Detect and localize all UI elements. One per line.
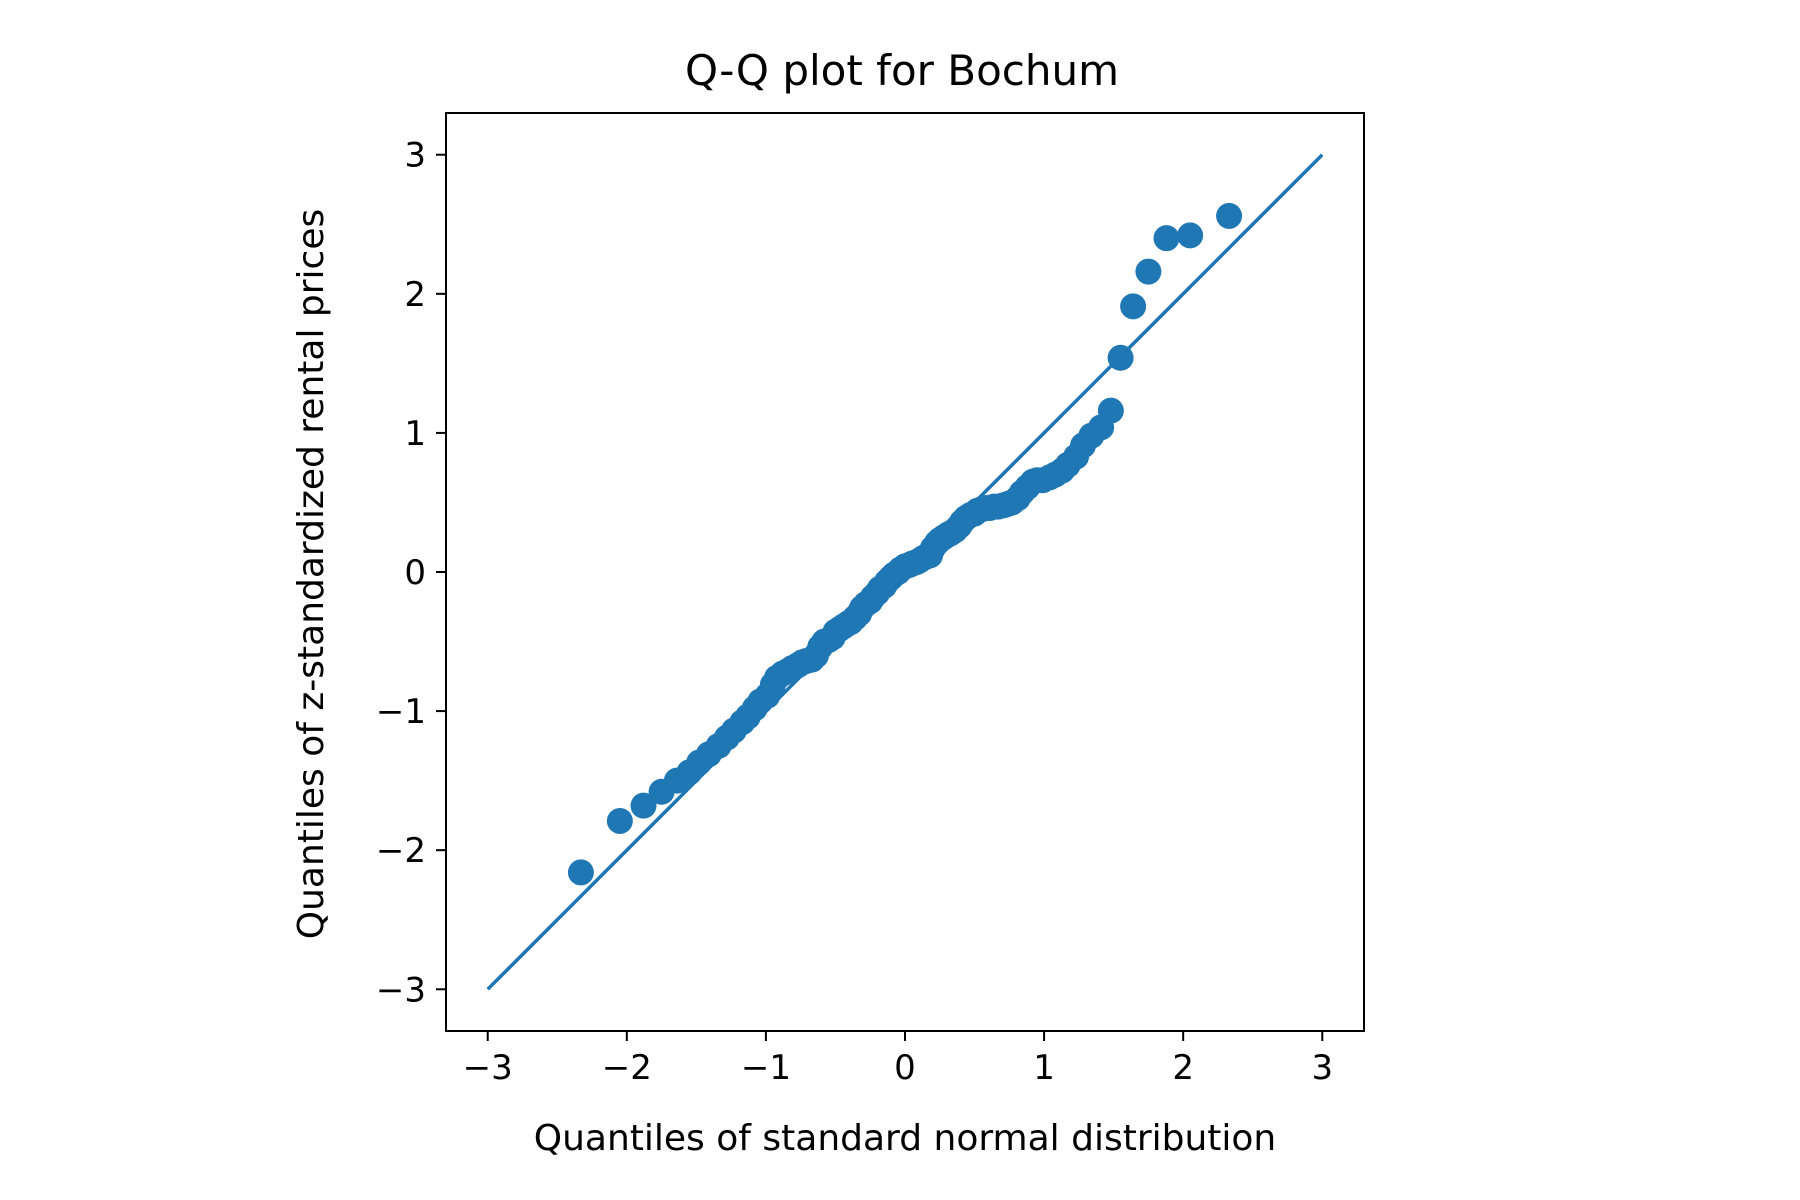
y-axis-label: Quantiles of z-standardized rental price… <box>291 209 332 940</box>
y-tick-label: 2 <box>404 275 426 315</box>
data-point <box>1153 225 1180 252</box>
x-tick-label: 2 <box>1172 1048 1194 1088</box>
y-tick-label: −3 <box>376 970 426 1010</box>
y-axis-ticks: −3 −2 −1 0 1 2 3 <box>376 136 446 1010</box>
x-axis-label: Quantiles of standard normal distributio… <box>534 1118 1277 1159</box>
data-point <box>1107 344 1134 371</box>
x-axis-ticks: −3 −2 −1 0 1 2 3 <box>463 1031 1333 1088</box>
x-tick-label: 0 <box>894 1048 916 1088</box>
data-point <box>1135 258 1162 285</box>
y-tick-label: 3 <box>404 136 426 176</box>
x-tick-label: −3 <box>463 1048 513 1088</box>
y-tick-label: −2 <box>376 831 426 871</box>
data-point <box>1120 293 1147 320</box>
x-tick-label: −2 <box>602 1048 652 1088</box>
x-tick-label: 3 <box>1311 1048 1333 1088</box>
chart-title: Q-Q plot for Bochum <box>685 46 1119 95</box>
x-tick-label: −1 <box>741 1048 791 1088</box>
data-point <box>1216 202 1243 229</box>
data-point <box>630 792 657 819</box>
x-tick-label: 1 <box>1033 1048 1055 1088</box>
y-tick-label: 0 <box>404 553 426 593</box>
data-points <box>567 202 1243 886</box>
data-point <box>567 859 594 886</box>
y-tick-label: 1 <box>404 414 426 454</box>
y-tick-label: −1 <box>376 692 426 732</box>
data-point <box>1097 397 1124 424</box>
data-point <box>606 807 633 834</box>
data-point <box>1177 222 1204 249</box>
